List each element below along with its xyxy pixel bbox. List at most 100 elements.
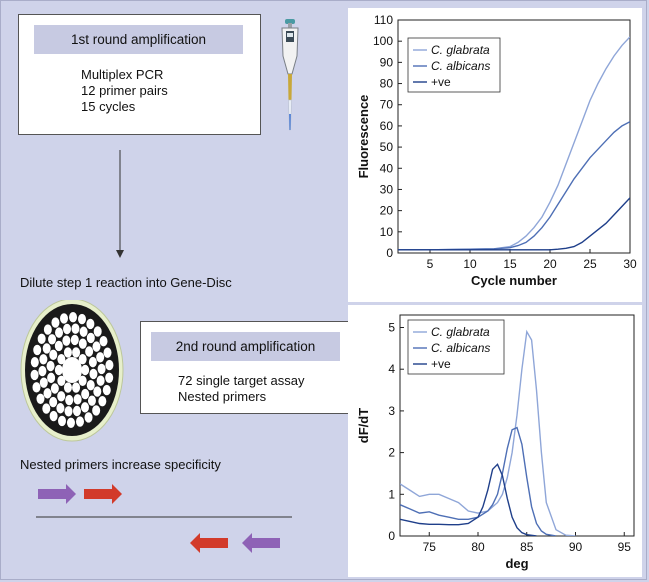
disc-well	[60, 313, 69, 324]
melt-curve-chart: 75 80 85 90 95 0 1 2 3 4 5 deg dF/dT C. glabrata C. al…	[348, 305, 642, 577]
disc-well	[62, 335, 71, 346]
disc-well	[43, 324, 52, 335]
disc-well	[47, 372, 56, 384]
disc-well	[81, 388, 90, 400]
y-tick-label: 0	[388, 529, 395, 543]
plot-area	[397, 19, 631, 254]
pipette-icon	[281, 19, 299, 131]
x-tick-label: 15	[503, 257, 517, 271]
disc-well	[80, 402, 89, 413]
disc-well	[93, 326, 102, 337]
disc-well	[57, 391, 66, 402]
disc-well	[72, 405, 81, 417]
disc-well	[72, 382, 81, 393]
nested-caption: Nested primers increase specificity	[20, 457, 221, 472]
y-tick-label: 2	[388, 446, 395, 460]
disc-well	[86, 379, 95, 391]
disc-well	[42, 403, 51, 414]
disc-well	[78, 375, 87, 387]
round2-title: 2nd round amplification	[151, 332, 340, 361]
disc-well	[46, 360, 55, 372]
y-tick-label: 60	[380, 119, 394, 133]
round2-line-2: Nested primers	[178, 389, 267, 404]
disc-well	[85, 346, 94, 357]
series-line	[400, 463, 537, 536]
disc-well	[65, 394, 74, 406]
disc-well	[105, 372, 114, 384]
disc-well	[73, 394, 82, 405]
x-axis-label: Cycle number	[471, 273, 557, 288]
outer-reverse-primer-arrow	[242, 533, 280, 553]
disc-well	[48, 334, 57, 345]
disc-well	[81, 364, 90, 376]
disc-well	[49, 410, 58, 422]
y-tick-label: 3	[388, 404, 395, 418]
x-tick-label: 75	[423, 540, 437, 554]
plot-area	[399, 314, 635, 537]
nested-primers-diagram	[36, 484, 292, 553]
disc-well	[49, 349, 58, 361]
disc-well	[92, 405, 101, 416]
x-axis-label: deg	[505, 556, 528, 571]
gene-disc-image	[20, 300, 124, 442]
legend-box	[407, 319, 505, 375]
legend-label: +ve	[431, 357, 451, 371]
series-line	[398, 197, 630, 251]
legend-box	[407, 37, 501, 93]
amplification-chart: 5 10 15 20 25 30 0 10 20 30 40 50 60 70 80 90 100 110 Cycl…	[348, 8, 642, 302]
round2-details: 72 single target assay Nested primers	[178, 373, 304, 405]
disc-well	[33, 344, 42, 356]
disc-well	[39, 377, 48, 388]
y-tick-label: 4	[388, 362, 395, 376]
x-tick-label: 10	[463, 257, 477, 271]
disc-well	[63, 347, 72, 358]
x-tick-label: 25	[583, 257, 597, 271]
disc-well	[102, 384, 111, 396]
disc-well	[56, 403, 65, 414]
disc-well	[71, 323, 80, 334]
disc-well	[57, 353, 66, 365]
x-tick-label: 95	[618, 540, 632, 554]
y-axis-label: dF/dT	[356, 408, 371, 443]
disc-well	[89, 368, 98, 380]
legend-label: C. glabrata	[431, 43, 490, 57]
round2-line-1: 72 single target assay	[178, 373, 305, 388]
disc-well	[63, 323, 72, 335]
round2-box: 2nd round amplification 72 single target…	[140, 321, 350, 414]
disc-well	[78, 338, 87, 349]
series-line	[400, 426, 557, 536]
inner-reverse-primer-arrow	[190, 533, 228, 553]
y-tick-label: 0	[386, 246, 393, 260]
x-tick-label: 20	[543, 257, 557, 271]
legend-label: C. glabrata	[431, 325, 490, 339]
disc-well	[63, 382, 72, 393]
y-tick-label: 90	[380, 55, 394, 69]
disc-well	[75, 416, 84, 427]
disc-well	[92, 341, 101, 352]
disc-well	[72, 347, 81, 358]
round1-box: 1st round amplification Multiplex PCR 12…	[18, 14, 261, 135]
round1-line-2: 12 primer pairs	[81, 83, 168, 98]
y-tick-label: 1	[388, 487, 395, 501]
x-tick-label: 5	[427, 257, 434, 271]
disc-well	[38, 365, 47, 377]
y-tick-label: 80	[380, 77, 394, 91]
disc-well	[37, 333, 46, 345]
y-tick-label: 40	[380, 161, 394, 175]
flow-arrow-down	[116, 150, 124, 258]
disc-well	[93, 386, 102, 397]
disc-well	[86, 318, 95, 330]
disc-well	[96, 375, 105, 386]
disc-well	[51, 317, 60, 328]
dilute-caption: Dilute step 1 reaction into Gene-Disc	[20, 275, 232, 290]
outer-forward-primer-arrow	[38, 484, 76, 504]
disc-well	[86, 332, 95, 344]
y-tick-label: 70	[380, 98, 394, 112]
y-tick-label: 20	[380, 204, 394, 218]
x-tick-label: 80	[471, 540, 485, 554]
round1-line-1: Multiplex PCR	[81, 67, 164, 82]
disc-well	[49, 396, 58, 408]
disc-well	[78, 353, 87, 365]
disc-well	[97, 363, 106, 375]
x-tick-label: 85	[520, 540, 534, 554]
